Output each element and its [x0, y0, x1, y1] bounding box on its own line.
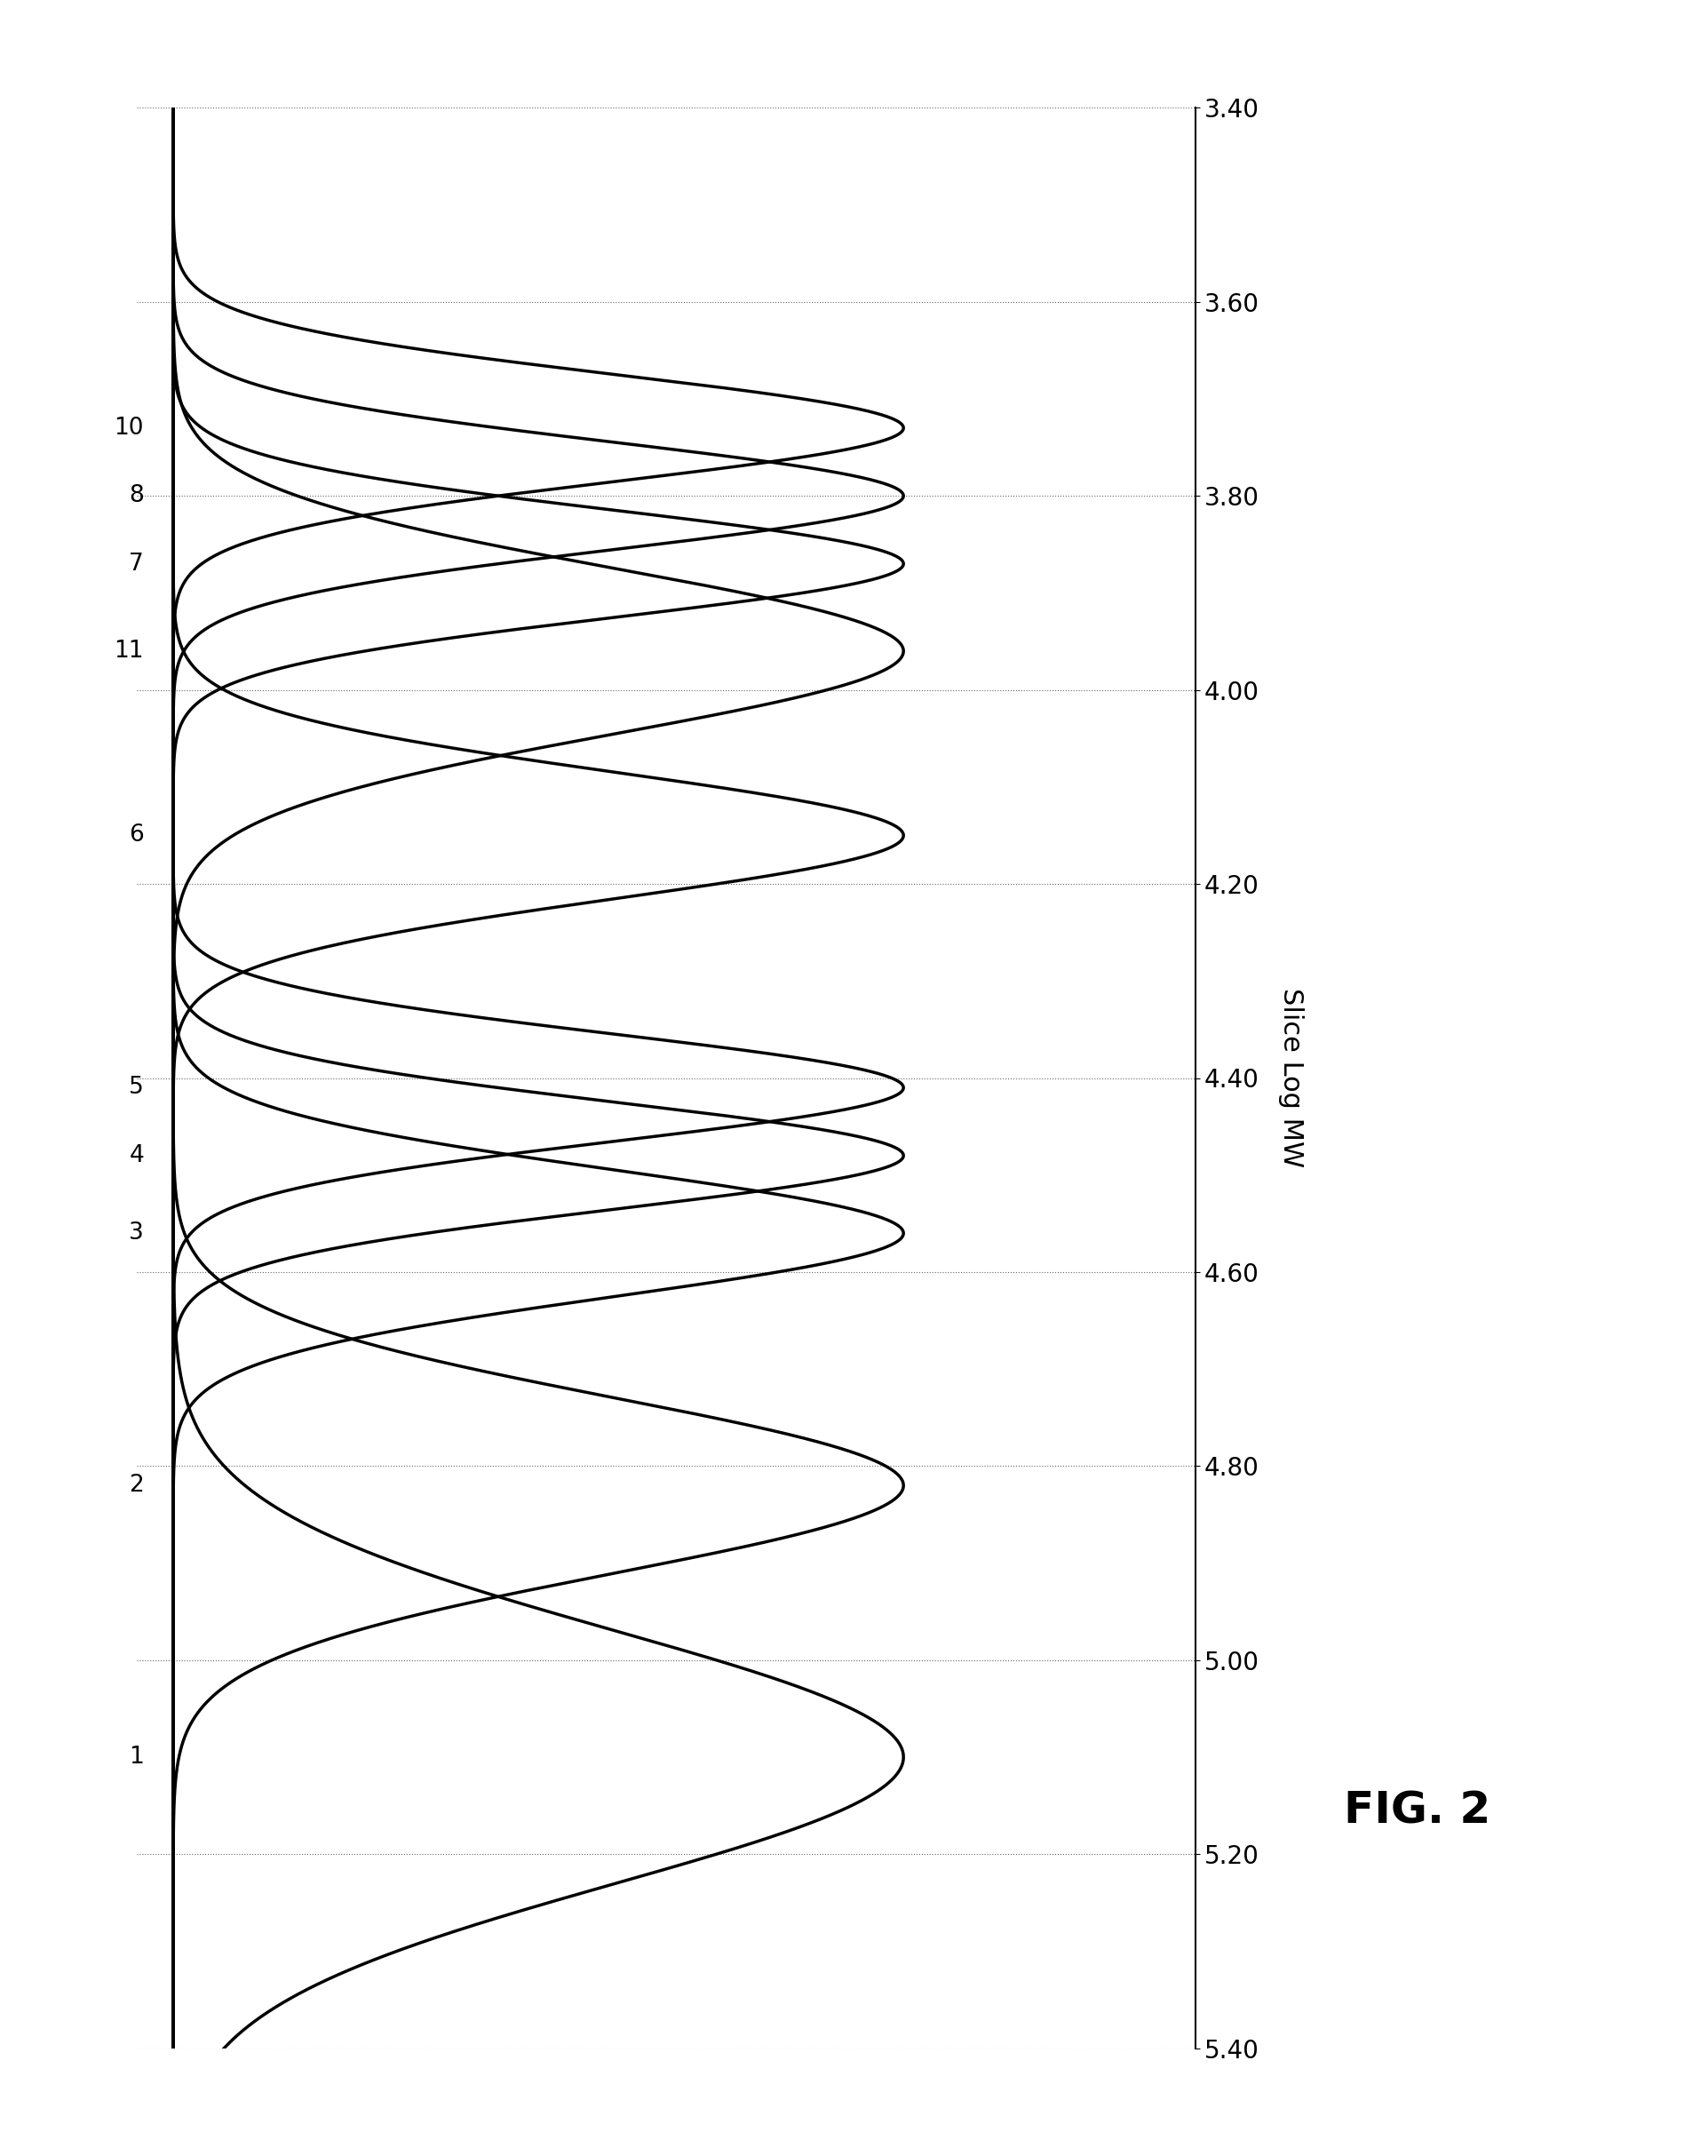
- Text: 4: 4: [130, 1145, 143, 1166]
- Text: 1: 1: [130, 1746, 143, 1768]
- Text: 7: 7: [130, 552, 143, 576]
- Text: 10: 10: [114, 416, 143, 440]
- Text: FIG. 2: FIG. 2: [1344, 1789, 1491, 1833]
- Text: 6: 6: [130, 824, 143, 847]
- Text: 5: 5: [130, 1076, 143, 1100]
- Text: 11: 11: [114, 640, 143, 662]
- Text: 2: 2: [130, 1475, 143, 1496]
- Text: 8: 8: [130, 485, 143, 507]
- Text: 3: 3: [130, 1222, 143, 1244]
- Y-axis label: Slice Log MW: Slice Log MW: [1278, 987, 1303, 1169]
